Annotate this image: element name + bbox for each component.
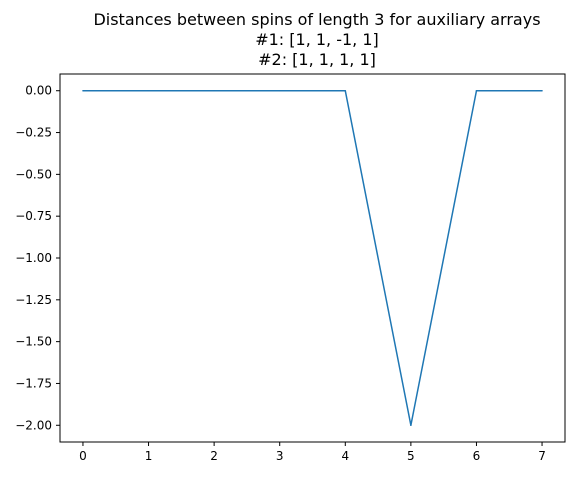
y-tick-label: −1.25 [15,293,52,307]
x-tick-label: 0 [79,449,87,463]
chart-title: Distances between spins of length 3 for … [93,10,540,69]
chart-title-line-1: Distances between spins of length 3 for … [93,10,540,29]
x-tick-label: 5 [407,449,415,463]
data-point [410,424,412,427]
x-tick-label: 3 [276,449,284,463]
y-tick-label: 0.00 [25,84,52,98]
plot-area [59,73,566,443]
x-tick-label: 7 [538,449,546,463]
x-tick-label: 2 [210,449,218,463]
data-point [278,89,281,92]
series-line-1 [82,89,543,427]
y-axis: 0.00 −0.25 −0.50 −0.75 −1.00 −1.25 −1.50 −1.75 −… [15,84,60,432]
data-point [213,89,215,92]
y-tick-label: −1.75 [15,376,52,390]
series-group [82,89,543,427]
data-point [82,89,84,92]
y-tick-label: −1.50 [15,335,52,349]
data-point [541,89,543,92]
y-tick-label: −0.25 [15,126,52,140]
x-tick-label: 6 [473,449,481,463]
y-tick-label: −2.00 [15,418,52,432]
x-tick-label: 4 [341,449,349,463]
chart-title-line-2: #1: [1, 1, -1, 1] [255,30,379,49]
x-axis: 0 1 2 3 4 5 6 7 [79,442,546,463]
y-tick-label: −0.75 [15,209,52,223]
data-point [475,89,478,92]
y-tick-label: −0.50 [15,167,52,181]
data-point [147,89,150,92]
data-point [344,89,347,92]
chart-title-line-3: #2: [1, 1, 1, 1] [258,50,376,69]
x-tick-label: 1 [145,449,153,463]
y-tick-label: −1.00 [15,251,52,265]
